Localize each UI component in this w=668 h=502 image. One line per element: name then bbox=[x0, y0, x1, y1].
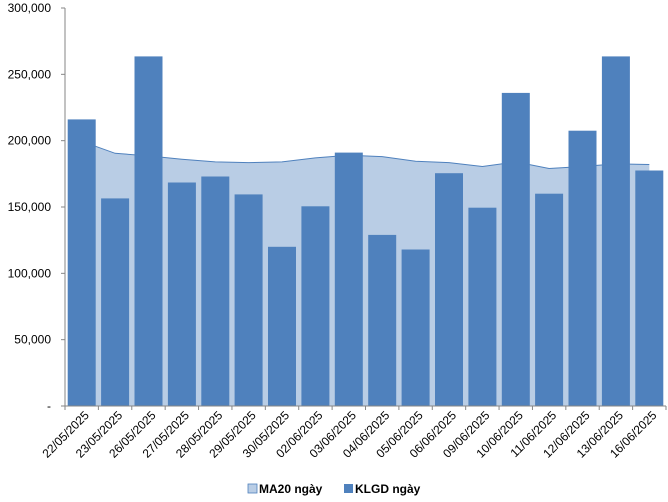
bar-22/05/2025 bbox=[67, 119, 96, 407]
bar-27/05/2025 bbox=[167, 182, 196, 406]
bar-04/06/2025 bbox=[368, 234, 397, 406]
bar-02/06/2025 bbox=[301, 206, 330, 406]
bar-16/06/2025 bbox=[635, 170, 664, 406]
bar-26/05/2025 bbox=[134, 56, 163, 407]
bar-06/06/2025 bbox=[435, 173, 463, 406]
bar-12/06/2025 bbox=[568, 130, 597, 406]
bar-28/05/2025 bbox=[201, 176, 230, 406]
legend: MA20 ngày KLGD ngày bbox=[247, 482, 421, 496]
legend-label-klgd: KLGD ngày bbox=[355, 482, 421, 496]
bar-11/06/2025 bbox=[535, 193, 564, 406]
bar-09/06/2025 bbox=[468, 207, 497, 406]
bar-30/05/2025 bbox=[268, 246, 296, 406]
y-tick-label: 50,000 bbox=[14, 333, 51, 347]
ma20-area-layer bbox=[81, 140, 650, 407]
bars-layer bbox=[67, 56, 664, 407]
ma20-area bbox=[81, 141, 650, 407]
y-tick-label: 250,000 bbox=[8, 67, 52, 81]
bar-29/05/2025 bbox=[234, 194, 263, 406]
y-tick-label: 100,000 bbox=[8, 266, 52, 280]
legend-swatch-klgd bbox=[344, 484, 353, 493]
ma20-line bbox=[81, 140, 650, 170]
y-tick-label: 200,000 bbox=[8, 134, 52, 148]
bar-23/05/2025 bbox=[101, 198, 130, 406]
bar-05/06/2025 bbox=[401, 249, 430, 406]
y-tick-label: 150,000 bbox=[8, 200, 52, 214]
legend-label-ma20: MA20 ngày bbox=[259, 482, 323, 496]
y-tick-label: 300,000 bbox=[8, 1, 52, 15]
bar-13/06/2025 bbox=[601, 56, 630, 407]
bar-10/06/2025 bbox=[501, 92, 530, 407]
bar-03/06/2025 bbox=[334, 152, 363, 406]
y-tick-label: - bbox=[47, 399, 51, 413]
legend-swatch-ma20 bbox=[247, 483, 258, 494]
